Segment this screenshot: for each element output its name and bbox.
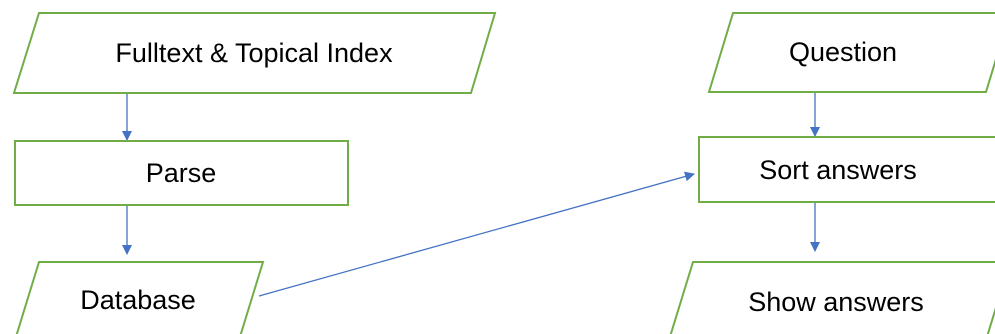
node-show-shape — [669, 261, 995, 334]
node-sort-label: Sort answers — [759, 155, 917, 185]
node-parse-label: Parse — [146, 158, 217, 188]
node-show-answers: Show answers — [669, 261, 995, 334]
node-show-label: Show answers — [748, 287, 924, 317]
node-question: Question — [707, 12, 995, 93]
edges — [122, 92, 820, 297]
node-database-shape — [15, 261, 265, 334]
node-parse: Parse — [14, 140, 349, 206]
node-fulltext-shape — [12, 12, 497, 94]
node-database: Database — [15, 261, 265, 334]
node-sort-answers: Sort answers — [698, 136, 995, 203]
edge-database-to-sort — [258, 171, 695, 297]
node-sort-shape — [698, 136, 995, 203]
node-database-label: Database — [80, 285, 196, 315]
node-parse-shape — [14, 140, 349, 206]
node-fulltext-label: Fulltext & Topical Index — [115, 38, 393, 68]
node-fulltext-index: Fulltext & Topical Index — [12, 12, 497, 94]
node-question-shape — [707, 12, 995, 93]
node-question-label: Question — [789, 37, 897, 67]
